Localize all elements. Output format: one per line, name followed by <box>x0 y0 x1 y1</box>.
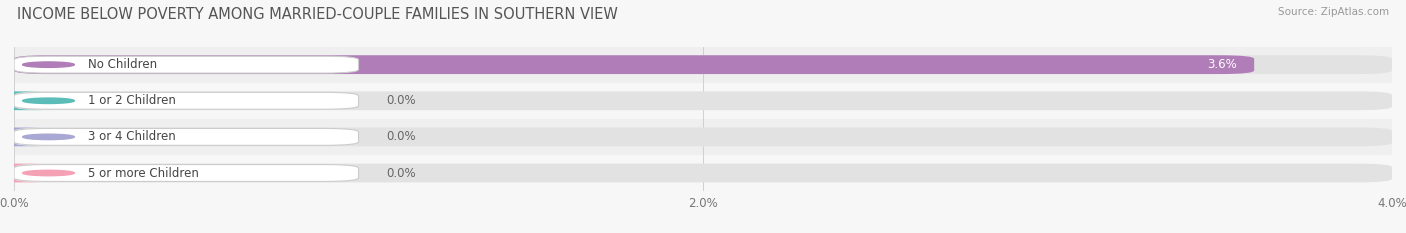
Text: 0.0%: 0.0% <box>387 167 416 179</box>
Text: 3 or 4 Children: 3 or 4 Children <box>89 130 176 143</box>
Text: 3.6%: 3.6% <box>1208 58 1237 71</box>
Bar <box>14 47 1392 83</box>
FancyBboxPatch shape <box>14 92 359 109</box>
Text: No Children: No Children <box>89 58 157 71</box>
Circle shape <box>22 62 75 67</box>
FancyBboxPatch shape <box>14 91 1392 110</box>
Text: 1 or 2 Children: 1 or 2 Children <box>89 94 176 107</box>
Bar <box>14 119 1392 155</box>
FancyBboxPatch shape <box>14 164 1392 182</box>
Text: Source: ZipAtlas.com: Source: ZipAtlas.com <box>1278 7 1389 17</box>
Bar <box>14 83 1392 119</box>
FancyBboxPatch shape <box>14 55 1254 74</box>
FancyBboxPatch shape <box>14 55 1392 74</box>
FancyBboxPatch shape <box>14 164 359 182</box>
Text: 0.0%: 0.0% <box>387 94 416 107</box>
FancyBboxPatch shape <box>14 128 359 145</box>
Bar <box>14 155 1392 191</box>
FancyBboxPatch shape <box>0 164 48 182</box>
Text: INCOME BELOW POVERTY AMONG MARRIED-COUPLE FAMILIES IN SOUTHERN VIEW: INCOME BELOW POVERTY AMONG MARRIED-COUPL… <box>17 7 617 22</box>
Circle shape <box>22 134 75 140</box>
Text: 0.0%: 0.0% <box>387 130 416 143</box>
FancyBboxPatch shape <box>0 127 48 146</box>
Text: 5 or more Children: 5 or more Children <box>89 167 200 179</box>
FancyBboxPatch shape <box>14 56 359 73</box>
Circle shape <box>22 170 75 176</box>
FancyBboxPatch shape <box>0 91 48 110</box>
FancyBboxPatch shape <box>14 127 1392 146</box>
Circle shape <box>22 98 75 103</box>
